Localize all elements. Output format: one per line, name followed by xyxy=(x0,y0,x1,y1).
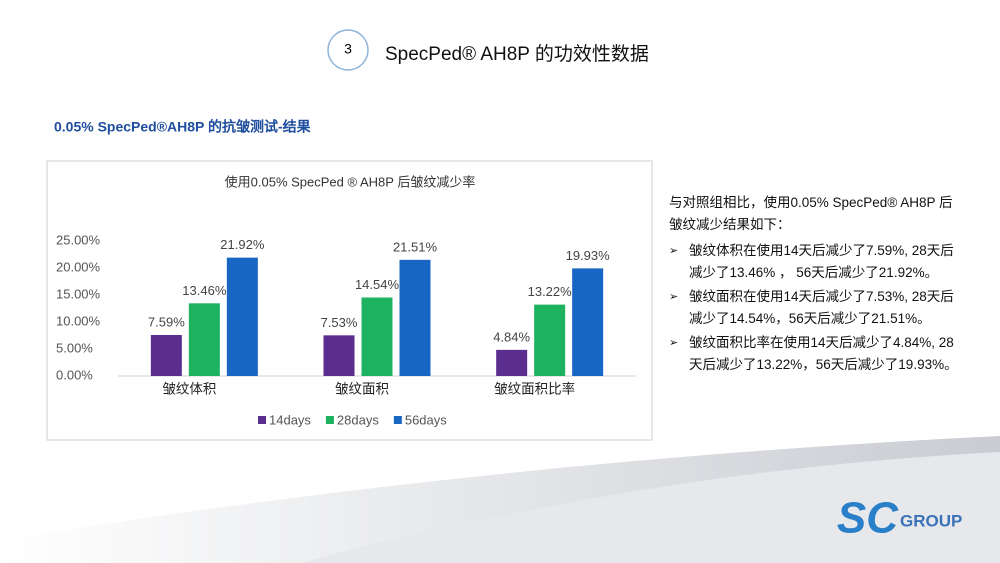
legend-swatch xyxy=(325,416,334,424)
legend-label: 28days xyxy=(337,412,379,427)
value-label: 21.92% xyxy=(220,237,265,252)
value-label: 4.84% xyxy=(493,329,530,344)
page-title: SpecPed® AH8P 的功效性数据 xyxy=(385,43,649,65)
value-label: 13.22% xyxy=(528,284,573,299)
legend-swatch xyxy=(258,416,266,424)
chart-title: 使用0.05% SpecPed ® AH8P 后皱纹减少率 xyxy=(225,174,476,189)
x-tick-label: 皱纹面积 xyxy=(335,382,389,397)
y-tick-label: 10.00% xyxy=(56,313,101,328)
notes-intro: 与对照组相比，使用0.05% SpecPed® AH8P 后皱纹减少结果如下： xyxy=(669,195,953,232)
notes-bullet: 皱纹体积在使用14天后减少了7.59%, 28天后减少了13.46% ， 56天… xyxy=(669,240,959,284)
y-tick-label: 5.00% xyxy=(56,340,93,355)
subtitle: 0.05% SpecPed®AH8P 的抗皱测试-结果 xyxy=(54,119,312,135)
bar xyxy=(496,349,528,376)
notes-bullet: 皱纹面积比率在使用14天后减少了4.84%, 28天后减少了13.22%，56天… xyxy=(669,332,959,376)
value-label: 21.51% xyxy=(393,239,438,254)
decor-swoosh xyxy=(300,452,1000,563)
bar xyxy=(399,259,431,376)
logo-text: GROUP xyxy=(900,511,962,530)
y-tick-label: 20.00% xyxy=(56,259,101,274)
bar xyxy=(323,335,355,376)
value-label: 7.59% xyxy=(148,314,185,329)
bar xyxy=(361,297,393,376)
notes-list: 皱纹体积在使用14天后减少了7.59%, 28天后减少了13.46% ， 56天… xyxy=(669,240,959,376)
bar xyxy=(534,304,566,376)
section-badge xyxy=(327,29,369,71)
bar xyxy=(188,303,220,376)
bar xyxy=(150,335,182,376)
legend-label: 14days xyxy=(269,412,311,427)
notes: 与对照组相比，使用0.05% SpecPed® AH8P 后皱纹减少结果如下： … xyxy=(669,192,959,378)
section-number: 3 xyxy=(344,41,352,57)
notes-bullet: 皱纹面积在使用14天后减少了7.53%, 28天后减少了14.54%，56天后减… xyxy=(669,286,959,330)
x-tick-label: 皱纹体积 xyxy=(162,382,216,397)
legend-label: 56days xyxy=(405,412,447,427)
logo-mark: SC xyxy=(837,494,899,543)
value-label: 7.53% xyxy=(321,315,358,330)
y-tick-label: 0.00% xyxy=(56,367,93,382)
bar xyxy=(572,268,604,376)
value-label: 19.93% xyxy=(566,248,611,263)
legend-swatch xyxy=(393,416,402,424)
y-tick-label: 25.00% xyxy=(56,232,101,247)
y-tick-label: 15.00% xyxy=(56,286,101,301)
chart-frame xyxy=(46,160,653,441)
value-label: 14.54% xyxy=(355,277,400,292)
x-tick-label: 皱纹面积比率 xyxy=(494,381,575,397)
value-label: 13.46% xyxy=(182,283,227,298)
bar xyxy=(226,257,258,376)
